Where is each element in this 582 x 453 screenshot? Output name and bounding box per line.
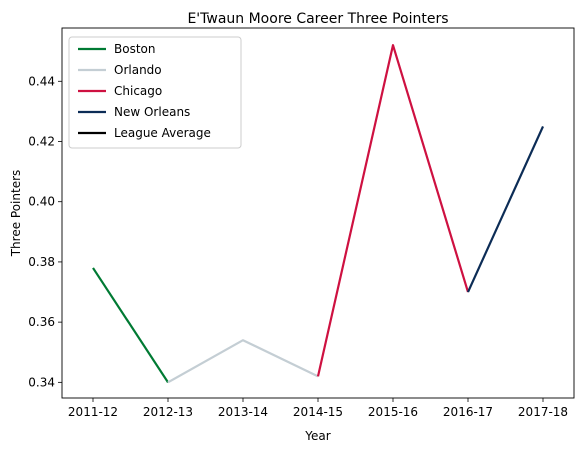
series-line-orlando — [167, 339, 319, 384]
x-tick-label: 2015-16 — [368, 405, 418, 419]
x-tick-label: 2017-18 — [518, 405, 568, 419]
x-tick-label: 2011-12 — [68, 405, 118, 419]
y-tick-label: 0.38 — [28, 255, 55, 269]
legend-label-new-orleans: New Orleans — [114, 105, 190, 119]
chart-title: E'Twaun Moore Career Three Pointers — [187, 11, 448, 27]
series-layer — [92, 44, 545, 384]
series-line-new-orleans — [466, 125, 545, 293]
y-axis-label: Three Pointers — [9, 170, 23, 258]
x-axis-label: Year — [304, 429, 330, 443]
series-line-boston — [92, 267, 169, 383]
y-tick-label: 0.34 — [28, 375, 55, 389]
y-tick-label: 0.42 — [28, 134, 55, 148]
legend-label-orlando: Orlando — [114, 63, 162, 77]
series-line-chicago — [316, 44, 470, 377]
axes-layer: 2011-12 2012-13 2013-14 2014-15 2015-16 2016-… — [28, 74, 568, 419]
legend-label-chicago: Chicago — [114, 84, 162, 98]
y-tick-label: 0.40 — [28, 195, 55, 209]
y-tick-label: 0.36 — [28, 315, 55, 329]
x-tick-label: 2013-14 — [218, 405, 268, 419]
x-tick-label: 2016-17 — [443, 405, 493, 419]
x-tick-label: 2012-13 — [143, 405, 193, 419]
y-tick-label: 0.44 — [28, 74, 55, 88]
legend-box — [68, 36, 242, 149]
legend: Boston Orlando Chicago New Orleans League Av… — [68, 36, 242, 149]
x-tick-label: 2014-15 — [293, 405, 343, 419]
legend-label-boston: Boston — [114, 42, 155, 56]
plot-frame — [61, 27, 575, 399]
legend-label-league-average: League Average — [114, 126, 211, 140]
